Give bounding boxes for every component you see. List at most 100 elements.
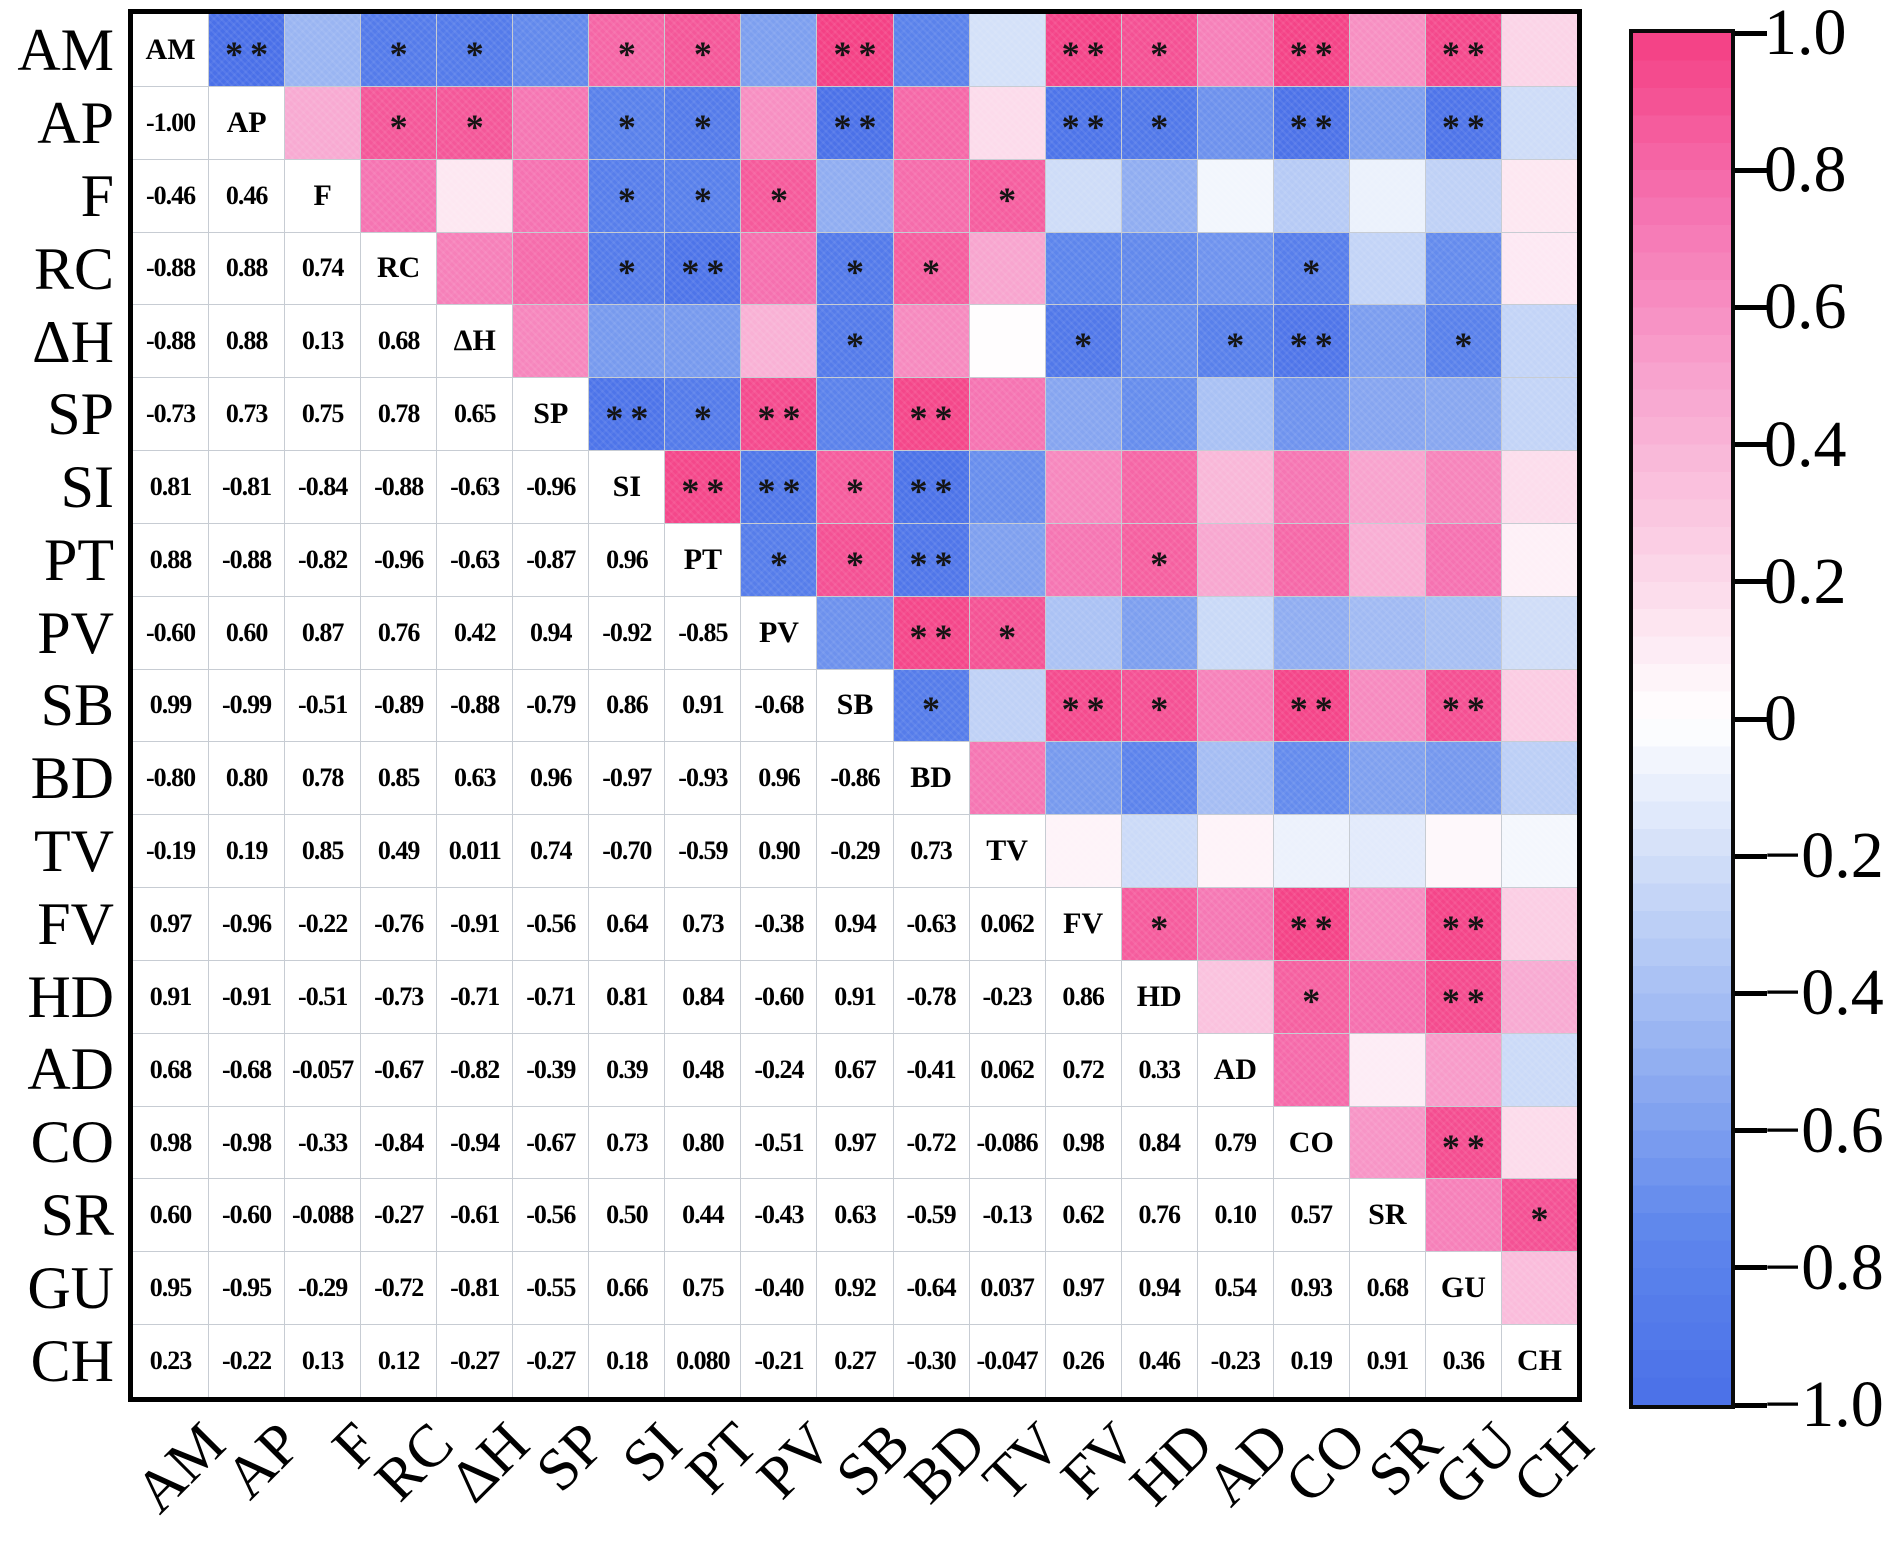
matrix-cell-CO-TV: -0.086 [969, 1106, 1045, 1179]
matrix-cell-BD-GU [1425, 742, 1501, 815]
correlation-value-GU-SB: 0.92 [834, 1273, 876, 1303]
matrix-cell-CO-ΔH: -0.94 [437, 1106, 513, 1179]
matrix-cell-AD-AD: AD [1197, 1033, 1273, 1106]
correlation-value-SB-SP: -0.79 [526, 690, 576, 720]
matrix-cell-SR-PV: -0.43 [741, 1179, 817, 1252]
matrix-cell-ΔH-PT [665, 305, 741, 378]
correlation-value-CO-AM: 0.98 [149, 1127, 192, 1157]
diagonal-label-CH: CH [1516, 1344, 1562, 1378]
matrix-cell-CO-AD: 0.79 [1197, 1106, 1273, 1179]
correlation-value-SI-F: -0.84 [298, 471, 348, 501]
matrix-cell-SB-PV: -0.68 [741, 669, 817, 742]
correlation-value-SB-AM: 0.99 [149, 690, 192, 720]
significance-stars-ΔH-GU: * [1454, 325, 1480, 366]
correlation-value-SP-AM: -0.73 [145, 399, 196, 429]
matrix-cell-SR-ΔH: -0.61 [437, 1179, 513, 1252]
matrix-cell-SP-FV [1045, 378, 1121, 451]
matrix-cell-BD-SR [1349, 742, 1425, 815]
significance-stars-SP-BD: ** [909, 398, 960, 439]
significance-stars-RC-BD: * [922, 252, 948, 293]
colorbar-tick-0.6 [1735, 304, 1767, 310]
matrix-cell-AM-PT: * [665, 14, 741, 86]
matrix-cell-SI-BD: ** [893, 451, 969, 523]
matrix-cell-SR-SB: 0.63 [817, 1179, 893, 1252]
diagonal-label-BD: BD [910, 761, 952, 795]
matrix-cell-SB-F: -0.51 [285, 669, 361, 742]
colorbar-tick-label-0.8: 0.8 [1764, 133, 1847, 207]
matrix-cell-AD-CH [1501, 1033, 1577, 1106]
matrix-cell-CO-SB: 0.97 [817, 1106, 893, 1179]
correlation-value-PV-SI: -0.92 [602, 617, 652, 647]
correlation-value-SR-F: -0.088 [292, 1200, 354, 1230]
matrix-cell-AD-SR [1349, 1033, 1425, 1106]
significance-stars-SR-CH: * [1530, 1199, 1556, 1240]
correlation-value-CH-PT: 0.080 [676, 1346, 730, 1376]
matrix-cell-PT-PV: * [741, 523, 817, 596]
correlation-value-CH-SI: 0.18 [606, 1346, 648, 1376]
matrix-cell-AD-F: -0.057 [285, 1033, 361, 1106]
matrix-cell-F-AD [1197, 159, 1273, 232]
diagonal-label-SP: SP [533, 397, 569, 431]
correlation-value-TV-AP: 0.19 [225, 836, 268, 866]
colorbar-tick-label-0.6: 0.6 [1764, 270, 1847, 344]
significance-stars-SI-PT: ** [681, 470, 732, 511]
matrix-cell-SB-ΔH: -0.88 [437, 669, 513, 742]
colorbar-tick-−0.4 [1735, 990, 1767, 996]
correlation-value-FV-ΔH: -0.91 [450, 909, 500, 939]
matrix-cell-SB-RC: -0.89 [361, 669, 437, 742]
matrix-cell-CH-SR: 0.91 [1349, 1325, 1425, 1397]
correlation-value-AD-TV: 0.062 [980, 1054, 1034, 1084]
matrix-cell-AD-FV: 0.72 [1045, 1033, 1121, 1106]
matrix-cell-GU-PV: -0.40 [741, 1252, 817, 1325]
correlation-value-HD-PT: 0.84 [682, 981, 724, 1011]
significance-stars-SP-SI: ** [605, 398, 656, 439]
matrix-cell-CO-SP: -0.67 [513, 1106, 589, 1179]
matrix-cell-F-PT: * [665, 159, 741, 232]
matrix-cell-TV-AM: -0.19 [133, 815, 209, 888]
correlation-value-CH-ΔH: -0.27 [450, 1346, 500, 1376]
correlation-value-SR-AM: 0.60 [149, 1200, 192, 1230]
matrix-cell-BD-FV [1045, 742, 1121, 815]
matrix-cell-ΔH-CO: ** [1273, 305, 1349, 378]
matrix-cell-CH-HD: 0.46 [1121, 1325, 1197, 1397]
matrix-cell-FV-RC: -0.76 [361, 888, 437, 960]
matrix-cell-AP-PV [741, 86, 817, 159]
correlation-value-CH-SB: 0.27 [834, 1346, 876, 1376]
matrix-cell-RC-SB: * [817, 232, 893, 305]
significance-stars-AM-HD: * [1150, 33, 1176, 74]
matrix-cell-AM-AM: AM [133, 14, 209, 86]
correlation-value-SB-PT: 0.91 [682, 690, 724, 720]
matrix-cell-TV-PT: -0.59 [665, 815, 741, 888]
correlation-value-CH-AP: -0.22 [221, 1346, 272, 1376]
matrix-cell-PV-AM: -0.60 [133, 596, 209, 669]
matrix-cell-AP-F [285, 86, 361, 159]
correlation-value-SB-PV: -0.68 [754, 690, 804, 720]
correlation-value-F-AM: -0.46 [145, 180, 196, 210]
matrix-cell-AP-HD: * [1121, 86, 1197, 159]
significance-stars-AP-FV: ** [1061, 106, 1112, 147]
matrix-cell-PT-AM: 0.88 [133, 523, 209, 596]
correlation-value-SR-AP: -0.60 [221, 1200, 272, 1230]
significance-stars-AP-HD: * [1150, 106, 1176, 147]
matrix-cell-PV-CO [1273, 596, 1349, 669]
matrix-cell-F-HD [1121, 159, 1197, 232]
correlation-value-FV-AP: -0.96 [221, 909, 272, 939]
matrix-cell-SR-SP: -0.56 [513, 1179, 589, 1252]
matrix-cell-ΔH-F: 0.13 [285, 305, 361, 378]
diagonal-label-SB: SB [836, 688, 874, 722]
significance-stars-RC-SI: * [617, 252, 643, 293]
matrix-cell-SR-F: -0.088 [285, 1179, 361, 1252]
colorbar-tick-−0.6 [1735, 1128, 1767, 1134]
matrix-cell-CO-PV: -0.51 [741, 1106, 817, 1179]
significance-stars-AM-PT: * [693, 33, 719, 74]
matrix-cell-AD-SI: 0.39 [589, 1033, 665, 1106]
matrix-cell-SP-HD [1121, 378, 1197, 451]
matrix-cell-ΔH-PV [741, 305, 817, 378]
correlation-value-FV-TV: 0.062 [980, 909, 1034, 939]
correlation-value-FV-PT: 0.73 [682, 909, 724, 939]
y-axis-label-ΔH: ΔH [32, 308, 114, 375]
matrix-cell-SI-SP: -0.96 [513, 451, 589, 523]
correlation-value-PV-PT: -0.85 [678, 617, 728, 647]
significance-stars-SB-FV: ** [1061, 689, 1112, 730]
correlation-value-GU-SI: 0.66 [606, 1273, 648, 1303]
